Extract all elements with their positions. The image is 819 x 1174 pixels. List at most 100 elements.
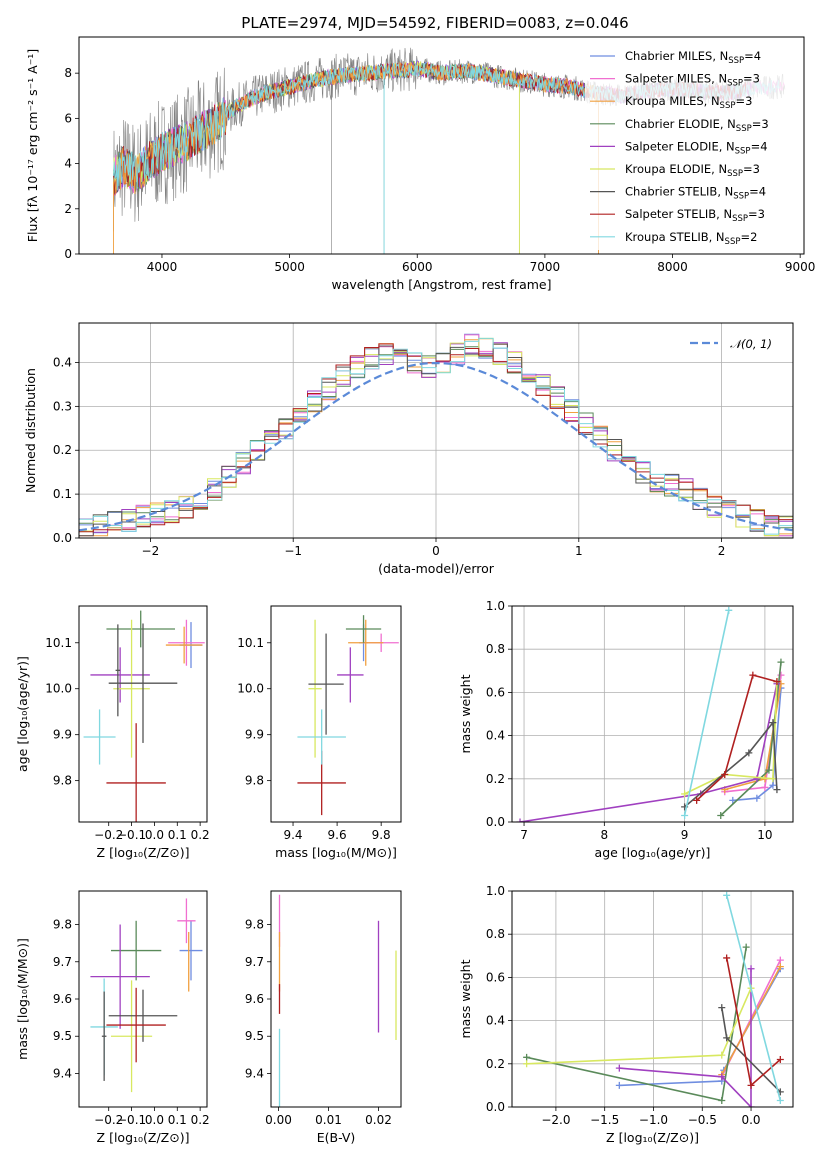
panel-age-vs-Z: −0.2−0.10.0 0.1 0.2 9.8 9.9 10.0 10.1 Z [log₁₀(… xyxy=(15,605,210,860)
spectrum-legend: Chabrier MILES, NSSP=4 Salpeter MILES, NS… xyxy=(585,42,800,250)
weight-line-4 xyxy=(619,968,752,1107)
y-tick-label: 0.6 xyxy=(486,685,505,699)
weight-marker xyxy=(693,796,701,804)
y-tick-label: 9.5 xyxy=(53,1029,72,1043)
weight-line-5 xyxy=(526,987,752,1065)
y-tick-label: 0.0 xyxy=(486,815,505,829)
weight-line-0 xyxy=(732,688,782,802)
weight-marker xyxy=(723,1034,731,1042)
weight-marker xyxy=(761,783,769,791)
weight-marker xyxy=(742,943,750,951)
panel-mass-vs-Z: −0.2−0.10.0 0.1 0.2 9.4 9.5 9.6 9.7 9.8 Z [log₁₀… xyxy=(15,890,210,1145)
weight-marker xyxy=(769,719,777,727)
y-tick-label: 0.8 xyxy=(486,927,505,941)
x-tick-label: −1 xyxy=(284,544,302,558)
x-tick-label: −0.1 xyxy=(117,828,146,842)
panels: 4000 5000 6000 7000 8000 9000 0 2 4 6 8 wavelength … xyxy=(15,36,815,1145)
y-tick-label: 0.4 xyxy=(53,355,72,369)
weight-marker xyxy=(773,678,781,686)
y-tick-label: 0.2 xyxy=(486,772,505,786)
weight-marker xyxy=(681,812,689,820)
panel-residual-histogram: −2 −1 0 1 2 0.0 0.1 0.2 0.3 0.4 (data-model)/error… xyxy=(23,322,794,576)
x-tick-label: −0.2 xyxy=(94,828,123,842)
y-tick-label: 9.6 xyxy=(245,992,264,1006)
x-tick-label: −0.2 xyxy=(94,1113,123,1127)
plot-area xyxy=(79,333,793,537)
weight-marker xyxy=(718,1051,726,1059)
weight-marker xyxy=(681,790,689,798)
plot-area xyxy=(90,898,203,1093)
legend-label: 𝒩(0, 1) xyxy=(730,337,772,351)
weight-marker xyxy=(769,775,777,783)
x-tick-label: 0 xyxy=(432,544,440,558)
legend-label: Chabrier ELODIE, NSSP=3 xyxy=(625,117,769,134)
y-tick-label: 9.5 xyxy=(245,1029,264,1043)
panel-mass-weight-vs-age: 7 8 9 10 0.0 0.2 0.4 0.6 0.8 1.0 age [log₁₀(age/yr… xyxy=(458,599,794,860)
x-tick-label: 9.4 xyxy=(283,828,302,842)
plot-area xyxy=(278,894,397,1107)
weight-marker xyxy=(776,963,784,971)
weight-marker xyxy=(523,1060,531,1068)
y-tick-label: 0.3 xyxy=(53,399,72,413)
y-tick-label: 0.1 xyxy=(53,487,72,501)
y-tick-label: 0.4 xyxy=(486,729,505,743)
y-tick-label: 0.0 xyxy=(486,1100,505,1114)
x-tick-label: 8000 xyxy=(657,260,688,274)
weight-marker xyxy=(718,1073,726,1081)
y-tick-label: 9.9 xyxy=(53,728,72,742)
legend-label: Salpeter STELIB, NSSP=3 xyxy=(625,207,765,224)
weight-line-7 xyxy=(696,674,778,801)
y-tick-label: 0.0 xyxy=(53,531,72,545)
x-tick-label: 7 xyxy=(520,828,528,842)
legend-label: Kroupa STELIB, NSSP=2 xyxy=(625,230,757,247)
x-tick-label: 6000 xyxy=(402,260,433,274)
plot-area xyxy=(297,615,399,816)
y-axis-label: Normed distribution xyxy=(23,368,38,493)
y-tick-label: 10.0 xyxy=(45,682,72,696)
legend-label: Kroupa ELODIE, NSSP=3 xyxy=(625,162,760,179)
axes-frame xyxy=(78,36,805,255)
weight-marker xyxy=(753,794,761,802)
weight-marker xyxy=(777,658,785,666)
axes-frame xyxy=(270,605,402,823)
weight-marker xyxy=(729,796,737,804)
x-axis-label: E(B-V) xyxy=(317,1130,356,1145)
weight-marker xyxy=(717,812,725,820)
weight-marker xyxy=(721,770,729,778)
x-tick-label: 0.02 xyxy=(365,1113,392,1127)
legend-box xyxy=(585,42,800,250)
y-tick-label: 9.9 xyxy=(245,728,264,742)
y-tick-label: 0.2 xyxy=(53,443,72,457)
y-tick-label: 8 xyxy=(64,66,72,80)
legend-label: Chabrier STELIB, NSSP=4 xyxy=(625,185,766,202)
plot-area xyxy=(523,891,784,1107)
x-tick-label: 0.00 xyxy=(265,1113,292,1127)
x-tick-label: 0.0 xyxy=(741,1113,760,1127)
weight-marker xyxy=(747,1103,755,1107)
weight-marker xyxy=(776,956,784,964)
x-axis-label: Z [log₁₀(Z/Z⊙)] xyxy=(97,845,190,860)
legend-label: Salpeter ELODIE, NSSP=4 xyxy=(625,139,768,156)
x-axis-label: Z [log₁₀(Z/Z⊙)] xyxy=(606,1130,699,1145)
panel-mass-vs-EBV: 0.00 0.01 0.02 9.4 9.5 9.6 9.7 9.8 E(B-V) xyxy=(245,890,402,1145)
y-tick-label: 0 xyxy=(64,247,72,261)
x-tick-label: 0.1 xyxy=(168,828,187,842)
x-axis-label: age [log₁₀(age/yr)] xyxy=(595,845,711,860)
histogram-legend: 𝒩(0, 1) xyxy=(690,337,772,351)
y-tick-label: 9.8 xyxy=(53,774,72,788)
y-tick-label: 4 xyxy=(64,157,72,171)
weight-line-6 xyxy=(684,720,778,808)
x-tick-label: 5000 xyxy=(274,260,305,274)
x-tick-label: 1 xyxy=(575,544,583,558)
histogram-series-8 xyxy=(79,337,793,535)
y-tick-label: 6 xyxy=(64,111,72,125)
x-tick-label: 9 xyxy=(681,828,689,842)
legend-label: Chabrier MILES, NSSP=4 xyxy=(625,49,761,66)
weight-marker xyxy=(747,1081,755,1089)
x-axis-label: mass [log₁₀(M/M⊙)] xyxy=(275,845,397,860)
x-tick-label: −1.5 xyxy=(590,1113,619,1127)
x-tick-label: −0.1 xyxy=(117,1113,146,1127)
panel-spectrum: 4000 5000 6000 7000 8000 9000 0 2 4 6 8 wavelength … xyxy=(25,36,815,292)
weight-marker xyxy=(747,965,755,973)
